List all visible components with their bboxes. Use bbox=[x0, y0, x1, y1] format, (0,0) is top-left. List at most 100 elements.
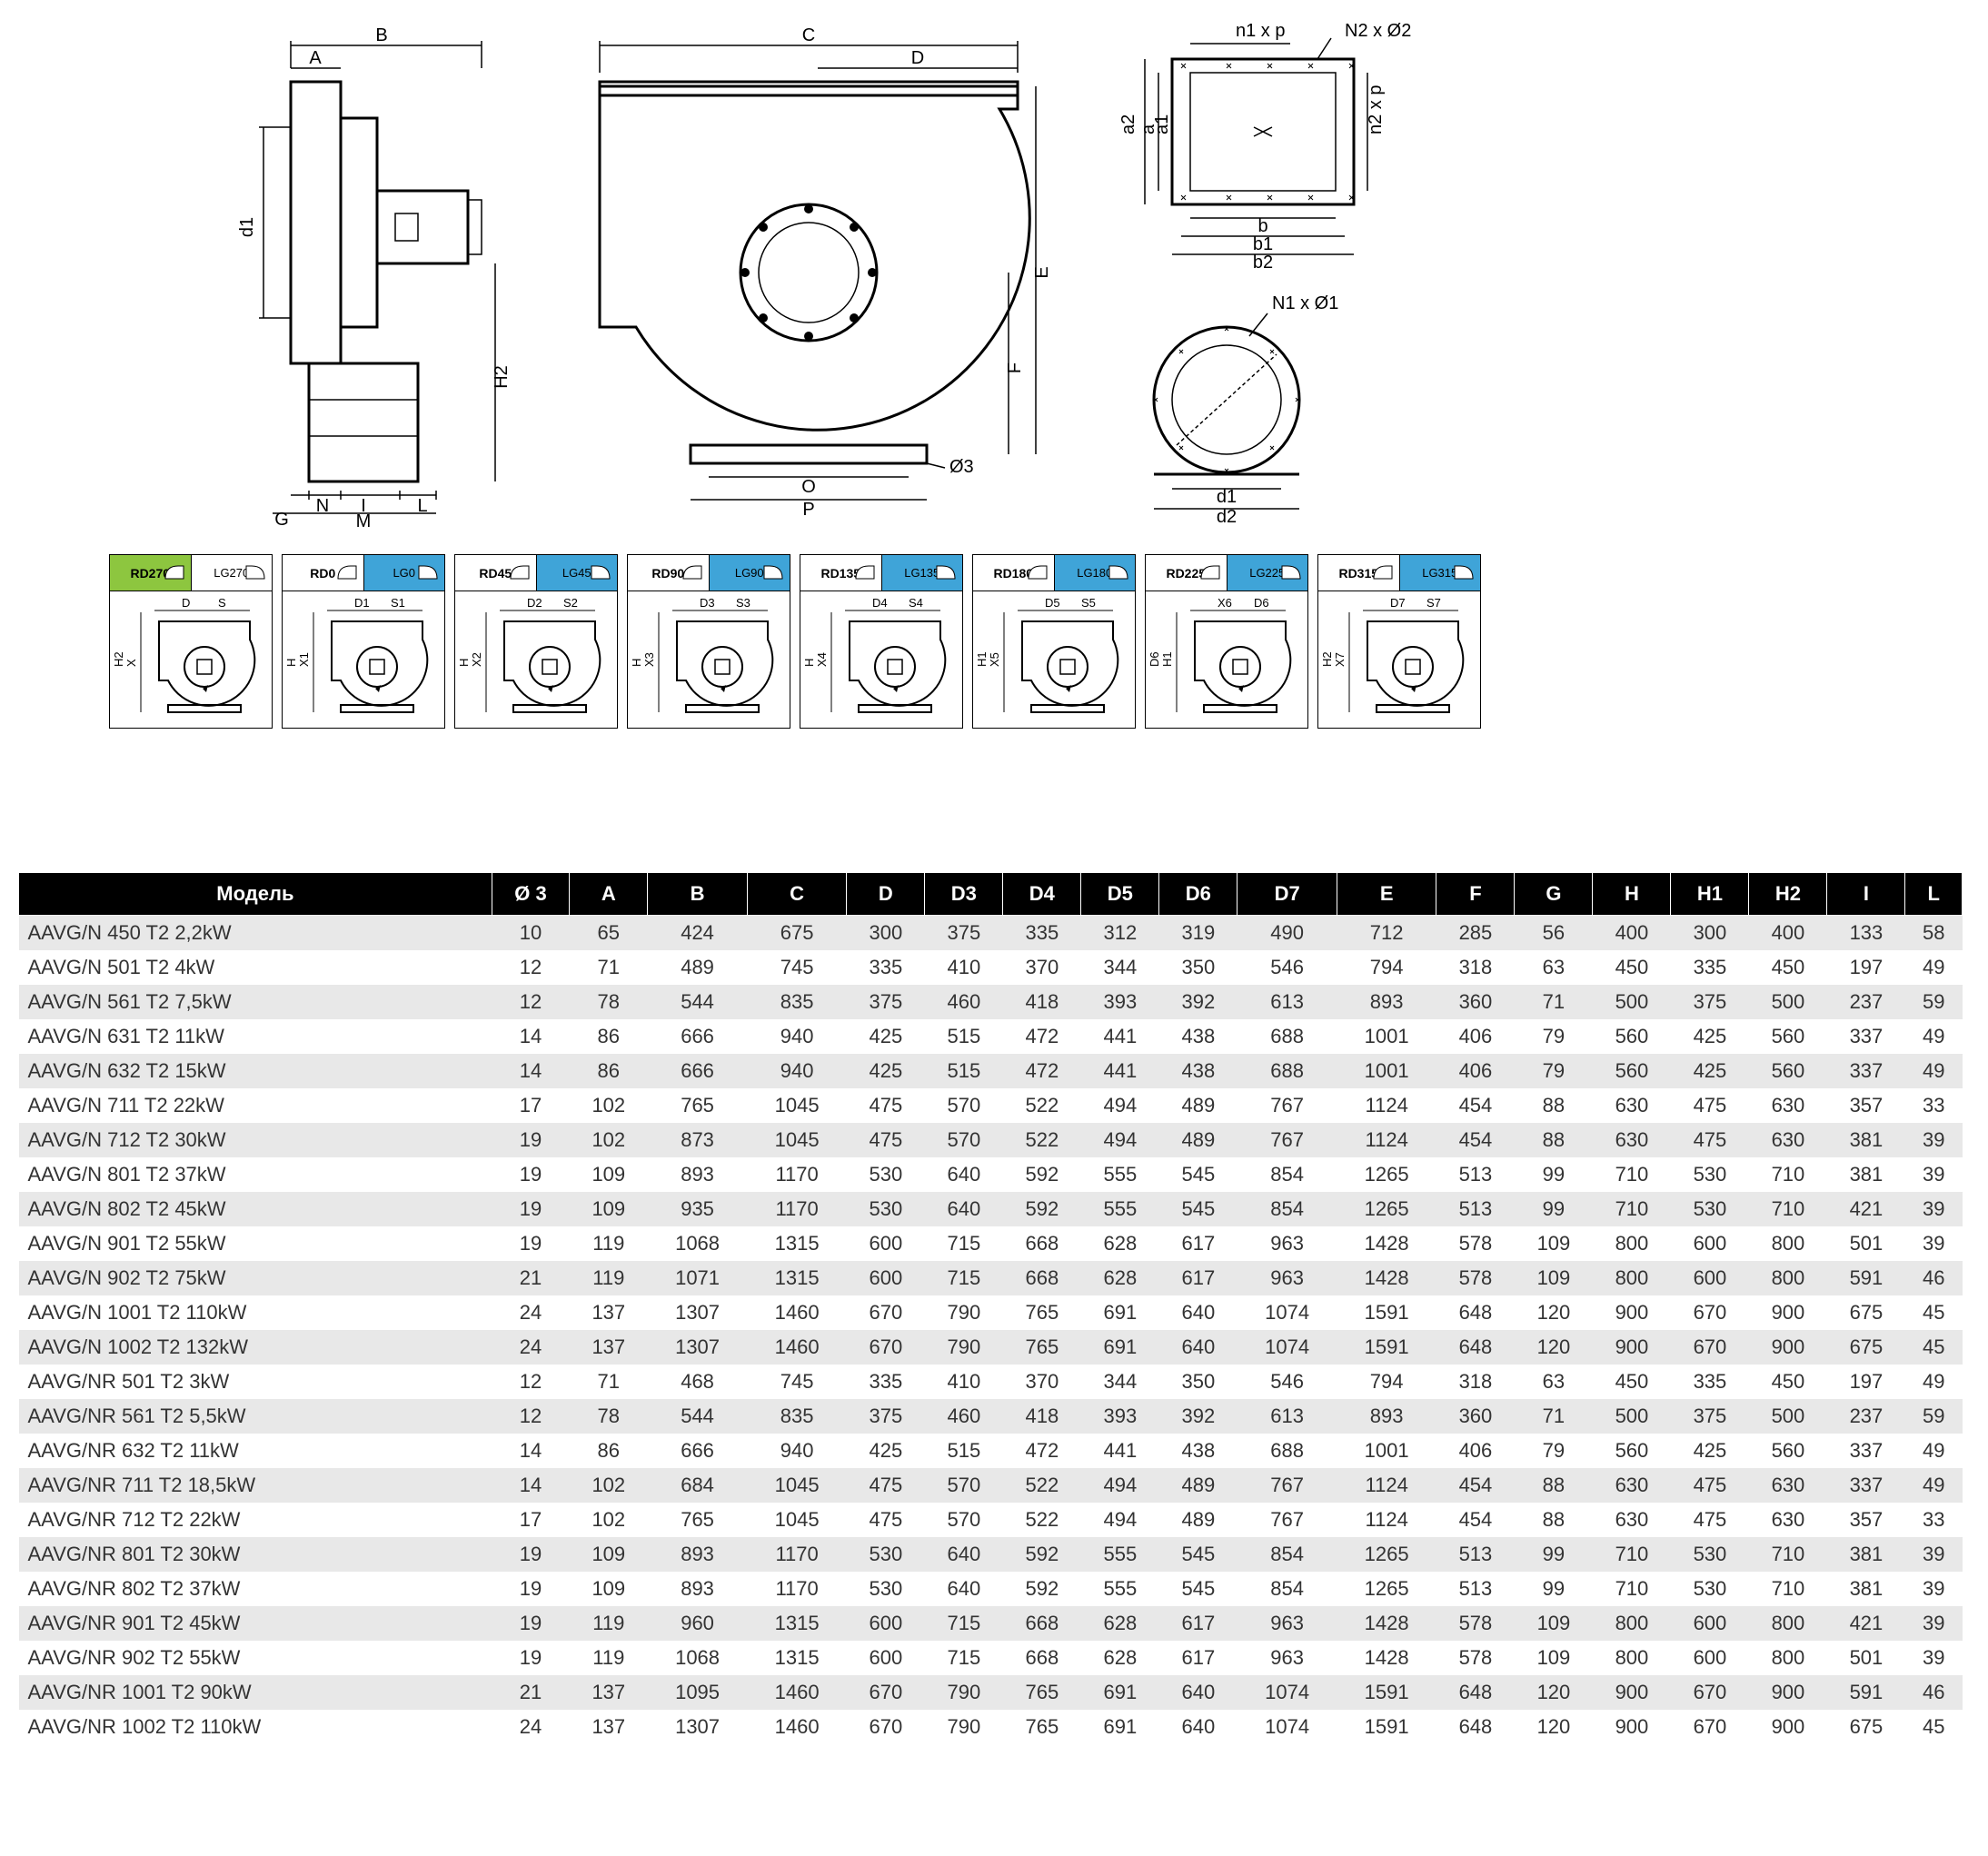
cell-value: 515 bbox=[925, 1019, 1003, 1054]
cell-value: 670 bbox=[847, 1295, 925, 1330]
cell-value: 767 bbox=[1238, 1468, 1337, 1503]
cell-value: 640 bbox=[1159, 1330, 1238, 1365]
lg-label: LG180 bbox=[1055, 555, 1136, 591]
cell-value: 489 bbox=[1159, 1088, 1238, 1123]
cell-value: 1460 bbox=[747, 1330, 847, 1365]
rd-label: RD90 bbox=[628, 555, 710, 591]
cell-value: 450 bbox=[1593, 1365, 1671, 1399]
cell-value: 350 bbox=[1159, 950, 1238, 985]
cell-value: 197 bbox=[1827, 1365, 1905, 1399]
cell-value: 893 bbox=[1337, 1399, 1436, 1434]
cell-value: 494 bbox=[1081, 1123, 1159, 1157]
cell-value: 940 bbox=[747, 1019, 847, 1054]
cell-value: 335 bbox=[847, 1365, 925, 1399]
table-row: AAVG/N 801 T2 37kW1910989311705306405925… bbox=[19, 1157, 1963, 1192]
cell-value: 88 bbox=[1515, 1468, 1593, 1503]
cell-value: 137 bbox=[570, 1675, 648, 1710]
cell-value: 630 bbox=[1593, 1088, 1671, 1123]
cell-value: 392 bbox=[1159, 1399, 1238, 1434]
cell-value: 767 bbox=[1238, 1123, 1337, 1157]
table-row: AAVG/N 561 T2 7,5kW127854483537546041839… bbox=[19, 985, 1963, 1019]
cell-value: 765 bbox=[1003, 1295, 1081, 1330]
cell-value: 460 bbox=[925, 1399, 1003, 1434]
dim-E: E bbox=[1032, 266, 1052, 278]
cell-model: AAVG/NR 561 T2 5,5kW bbox=[19, 1399, 492, 1434]
dim-H2: H2 bbox=[492, 365, 509, 389]
cell-value: 800 bbox=[1749, 1226, 1827, 1261]
cell-value: 800 bbox=[1749, 1641, 1827, 1675]
cell-value: 119 bbox=[570, 1261, 648, 1295]
cell-value: 475 bbox=[847, 1503, 925, 1537]
cell-value: 1591 bbox=[1337, 1330, 1436, 1365]
cell-model: AAVG/NR 501 T2 3kW bbox=[19, 1365, 492, 1399]
cell-value: 670 bbox=[1671, 1675, 1749, 1710]
cell-value: 312 bbox=[1081, 916, 1159, 951]
cell-value: 546 bbox=[1238, 1365, 1337, 1399]
cell-value: 530 bbox=[847, 1537, 925, 1572]
orientation-box: RD135LG135 H X4 D4 S4 bbox=[800, 554, 963, 729]
cell-value: 900 bbox=[1593, 1330, 1671, 1365]
cell-value: 489 bbox=[648, 950, 748, 985]
cell-value: 99 bbox=[1515, 1572, 1593, 1606]
cell-value: 49 bbox=[1905, 1019, 1963, 1054]
cell-value: 670 bbox=[847, 1710, 925, 1744]
cell-value: 600 bbox=[847, 1226, 925, 1261]
table-row: AAVG/N 711 T2 22kW1710276510454755705224… bbox=[19, 1088, 1963, 1123]
cell-value: 648 bbox=[1436, 1330, 1515, 1365]
dim-M: M bbox=[356, 511, 372, 527]
cell-value: 454 bbox=[1436, 1088, 1515, 1123]
cell-value: 59 bbox=[1905, 1399, 1963, 1434]
cell-value: 640 bbox=[925, 1192, 1003, 1226]
cell-value: 1460 bbox=[747, 1710, 847, 1744]
cell-value: 24 bbox=[492, 1330, 570, 1365]
cell-value: 19 bbox=[492, 1226, 570, 1261]
cell-value: 39 bbox=[1905, 1537, 1963, 1572]
cell-value: 835 bbox=[747, 985, 847, 1019]
cell-value: 418 bbox=[1003, 985, 1081, 1019]
cell-value: 688 bbox=[1238, 1054, 1337, 1088]
cell-value: 19 bbox=[492, 1572, 570, 1606]
cell-value: 900 bbox=[1593, 1710, 1671, 1744]
svg-text:S7: S7 bbox=[1426, 596, 1441, 610]
cell-value: 710 bbox=[1749, 1157, 1827, 1192]
cell-value: 49 bbox=[1905, 950, 1963, 985]
cell-value: 1170 bbox=[747, 1537, 847, 1572]
svg-text:X5: X5 bbox=[988, 652, 1001, 667]
cell-value: 1265 bbox=[1337, 1537, 1436, 1572]
cell-value: 99 bbox=[1515, 1192, 1593, 1226]
cell-value: 800 bbox=[1593, 1606, 1671, 1641]
cell-value: 425 bbox=[1671, 1434, 1749, 1468]
cell-value: 39 bbox=[1905, 1606, 1963, 1641]
cell-value: 441 bbox=[1081, 1434, 1159, 1468]
cell-value: 1315 bbox=[747, 1226, 847, 1261]
cell-value: 1045 bbox=[747, 1503, 847, 1537]
cell-value: 710 bbox=[1749, 1572, 1827, 1606]
cell-value: 319 bbox=[1159, 916, 1238, 951]
cell-value: 1307 bbox=[648, 1330, 748, 1365]
cell-value: 501 bbox=[1827, 1641, 1905, 1675]
cell-value: 425 bbox=[847, 1434, 925, 1468]
cell-value: 450 bbox=[1593, 950, 1671, 985]
cell-value: 630 bbox=[1749, 1123, 1827, 1157]
cell-value: 375 bbox=[925, 916, 1003, 951]
col-header: D bbox=[847, 873, 925, 916]
cell-value: 630 bbox=[1749, 1503, 1827, 1537]
cell-value: 500 bbox=[1749, 985, 1827, 1019]
spec-table-wrapper: МодельØ 3ABCDD3D4D5D6D7EFGHH1H2IL AAVG/N… bbox=[18, 872, 1970, 1744]
lg-label: LG90 bbox=[710, 555, 790, 591]
cell-value: 109 bbox=[1515, 1226, 1593, 1261]
cell-value: 630 bbox=[1593, 1468, 1671, 1503]
main-drawings: B A d1 H2 bbox=[182, 18, 1970, 527]
flange-views: n1 x p N2 x Ø2 bbox=[1090, 18, 1472, 527]
cell-value: 691 bbox=[1081, 1675, 1159, 1710]
cell-value: 86 bbox=[570, 1054, 648, 1088]
cell-value: 530 bbox=[1671, 1192, 1749, 1226]
cell-value: 39 bbox=[1905, 1641, 1963, 1675]
cell-value: 406 bbox=[1436, 1019, 1515, 1054]
cell-value: 513 bbox=[1436, 1537, 1515, 1572]
cell-value: 454 bbox=[1436, 1503, 1515, 1537]
cell-value: 1170 bbox=[747, 1157, 847, 1192]
cell-model: AAVG/NR 902 T2 55kW bbox=[19, 1641, 492, 1675]
cell-value: 640 bbox=[925, 1537, 1003, 1572]
dim-n1xp: n1 x p bbox=[1236, 21, 1285, 41]
